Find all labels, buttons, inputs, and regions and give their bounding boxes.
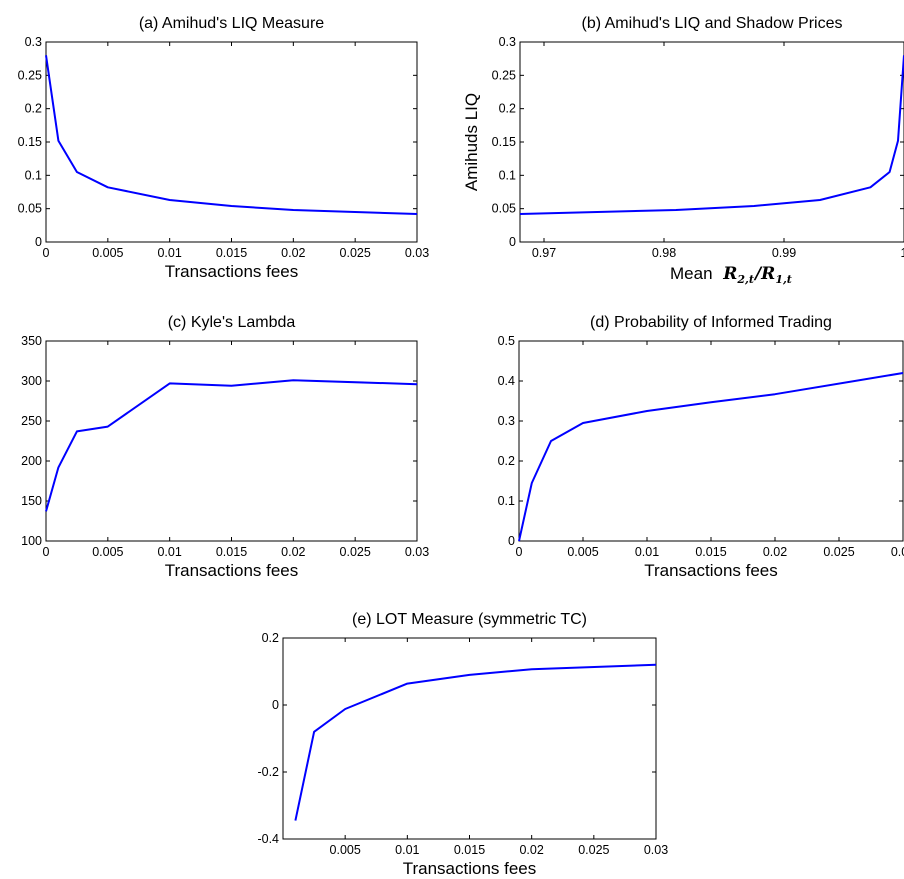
panel-a: (a) Amihud's LIQ Measure 0 0.005 0.01 0.015 0… <box>18 15 430 281</box>
panel-d-title: (d) Probability of Informed Trading <box>590 314 832 331</box>
y-tick-label: -0.4 <box>257 832 279 846</box>
x-tick-label: 0.025 <box>578 843 609 857</box>
y-tick-label: 0.2 <box>262 631 279 645</box>
panel-a-series-line <box>45 55 418 215</box>
y-tick-label: 250 <box>21 414 42 428</box>
y-tick-label: 0.15 <box>18 135 42 149</box>
x-tick-label: 0.03 <box>891 545 904 559</box>
y-tick-label: 0.4 <box>498 374 515 388</box>
panel-a-xlabel: Transactions fees <box>165 262 299 281</box>
x-tick-label: 0.015 <box>454 843 485 857</box>
y-tick-label: 350 <box>21 334 42 348</box>
panel-e-title: (e) LOT Measure (symmetric TC) <box>352 611 587 628</box>
x-tick-label: 0 <box>43 246 50 260</box>
x-tick-label: 0.03 <box>405 545 429 559</box>
x-tick-label: 0.02 <box>281 545 305 559</box>
x-tick-label: 0.005 <box>330 843 361 857</box>
panel-b-ylabel: Amihuds LIQ <box>462 93 481 191</box>
y-tick-label: 300 <box>21 374 42 388</box>
x-tick-label: 0.01 <box>157 545 181 559</box>
x-tick-label: 0.98 <box>652 246 676 260</box>
y-tick-label: 0.05 <box>18 202 42 216</box>
panel-b-xlabel: Mean R2,t/R1,t <box>670 264 792 286</box>
x-tick-label: 0 <box>516 545 523 559</box>
x-tick-label: 0.015 <box>695 545 726 559</box>
x-tick-label: 0.01 <box>395 843 419 857</box>
panel-e-xlabel: Transactions fees <box>403 859 537 878</box>
y-tick-label: 0.25 <box>18 68 42 82</box>
y-tick-label: 0.15 <box>492 135 516 149</box>
y-tick-label: 0.3 <box>25 35 42 49</box>
x-tick-label: 0.02 <box>519 843 543 857</box>
panel-e-axes <box>282 637 657 840</box>
panel-a-title: (a) Amihud's LIQ Measure <box>139 15 324 32</box>
panel-c-xlabel: Transactions fees <box>165 561 299 580</box>
panel-c-axes <box>45 340 418 542</box>
x-tick-label: 0.01 <box>157 246 181 260</box>
y-tick-label: 0 <box>272 698 279 712</box>
panel-d-series-line <box>518 372 904 542</box>
y-tick-label: 0.3 <box>499 35 516 49</box>
panel-d-xlabel: Transactions fees <box>644 561 778 580</box>
y-tick-label: 0.1 <box>499 168 516 182</box>
panel-e: (e) LOT Measure (symmetric TC) 0.005 0.01 0… <box>257 611 668 878</box>
y-tick-label: 0.2 <box>499 102 516 116</box>
y-tick-label: 0 <box>509 235 516 249</box>
y-tick-label: 0.1 <box>498 494 515 508</box>
x-tick-label: 1 <box>901 246 904 260</box>
x-tick-label: 0.015 <box>216 545 247 559</box>
y-tick-label: 100 <box>21 534 42 548</box>
x-tick-label: 0.015 <box>216 246 247 260</box>
y-tick-label: 0.5 <box>498 334 515 348</box>
panel-b: (b) Amihud's LIQ and Shadow Prices 0.97 0.… <box>462 15 904 286</box>
x-tick-label: 0 <box>43 545 50 559</box>
x-tick-label: 0.025 <box>340 246 371 260</box>
x-tick-label: 0.025 <box>823 545 854 559</box>
x-tick-label: 0.01 <box>635 545 659 559</box>
x-tick-label: 0.02 <box>763 545 787 559</box>
y-tick-label: 0.3 <box>498 414 515 428</box>
x-tick-label: 0.97 <box>532 246 556 260</box>
y-tick-label: 0.25 <box>492 68 516 82</box>
panel-d-axes <box>518 340 904 542</box>
x-tick-label: 0.03 <box>644 843 668 857</box>
panel-c: (c) Kyle's Lambda 0 0.005 0.01 0.015 0.02 0.02… <box>21 314 429 580</box>
x-tick-label: 0.99 <box>772 246 796 260</box>
x-tick-label: 0.02 <box>281 246 305 260</box>
y-tick-label: 0.2 <box>25 102 42 116</box>
panel-c-title: (c) Kyle's Lambda <box>168 314 296 331</box>
x-tick-label: 0.025 <box>340 545 371 559</box>
panel-b-title: (b) Amihud's LIQ and Shadow Prices <box>582 15 843 32</box>
x-tick-label: 0.03 <box>405 246 429 260</box>
panel-c-series-line <box>45 379 418 512</box>
y-tick-label: -0.2 <box>257 765 279 779</box>
y-tick-label: 0.05 <box>492 202 516 216</box>
y-tick-label: 0.1 <box>25 168 42 182</box>
y-tick-label: 0 <box>508 534 515 548</box>
x-tick-label: 0.005 <box>92 246 123 260</box>
x-tick-label: 0.005 <box>567 545 598 559</box>
x-tick-label: 0.005 <box>92 545 123 559</box>
panel-e-series-line <box>294 663 657 821</box>
y-tick-label: 150 <box>21 494 42 508</box>
y-tick-label: 200 <box>21 454 42 468</box>
y-tick-label: 0 <box>35 235 42 249</box>
panel-d: (d) Probability of Informed Trading 0 0.00… <box>498 314 904 580</box>
panel-b-series-line <box>519 55 904 215</box>
y-tick-label: 0.2 <box>498 454 515 468</box>
